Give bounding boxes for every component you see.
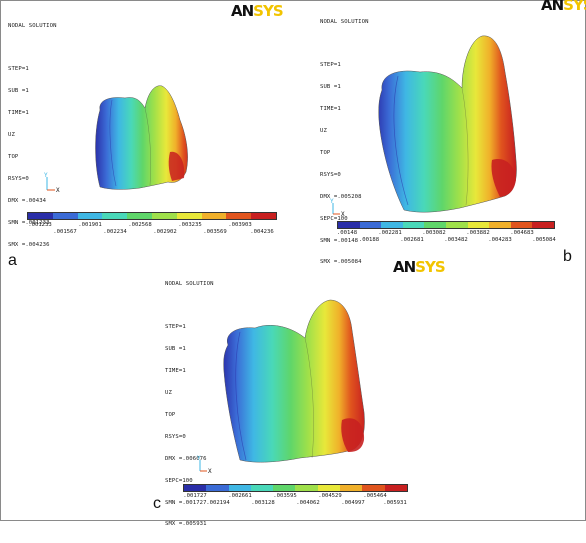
header-line: TIME=1 [8, 110, 29, 117]
tick-label: .002661 [228, 493, 252, 499]
tick-label: .003128 [251, 500, 275, 506]
tooth-model-b [378, 35, 517, 213]
header-line: NODAL SOLUTION [165, 280, 214, 287]
panel-label-a: a [8, 252, 17, 269]
tick-label: .001901 [78, 222, 102, 228]
tick-label: .003082 [422, 230, 446, 236]
tick-label: .003235 [178, 222, 202, 228]
tick-label: .002902 [153, 229, 177, 235]
tick-label: .002194 [206, 500, 230, 506]
tick-label: .003482 [444, 237, 468, 243]
panel-a-header: NODAL SOLUTION STEP=1 SUB =1 TIME=1 UZ T… [8, 8, 57, 263]
header-line: UZ [8, 132, 15, 139]
tick-label: .004283 [488, 237, 512, 243]
tooth-model-c [223, 299, 365, 463]
header-line: RSYS=0 [8, 175, 29, 182]
header-line: STEP=1 [8, 66, 29, 73]
tick-label: .003903 [228, 222, 252, 228]
header-line: NODAL SOLUTION [8, 22, 57, 29]
header-line: TOP [8, 153, 19, 160]
header-line: SUB =1 [320, 84, 341, 91]
svg-text:X: X [208, 468, 212, 475]
header-line: SUB =1 [165, 346, 186, 353]
header-line: RSYS=0 [165, 433, 186, 440]
tick-label: .004062 [296, 500, 320, 506]
tick-label: .00188 [358, 237, 380, 243]
header-line: TOP [320, 149, 331, 156]
tick-label: .002681 [400, 237, 424, 243]
header-line: TIME=1 [320, 106, 341, 113]
header-line: SMX =.005084 [320, 259, 362, 266]
tick-label: .005931 [383, 500, 407, 506]
colorbar-b [337, 221, 555, 229]
header-line: SMN =.001233 [8, 219, 50, 226]
tick-label: .003882 [466, 230, 490, 236]
tick-label: .002281 [378, 230, 402, 236]
svg-text:Y: Y [44, 172, 48, 179]
panel-label-b: b [563, 248, 572, 265]
panel-label-c: c [153, 495, 161, 512]
tick-label: .002234 [103, 229, 127, 235]
tick-label: .003569 [203, 229, 227, 235]
header-line: STEP=1 [165, 324, 186, 331]
header-line: SMX =.004236 [8, 241, 50, 248]
header-line: SUB =1 [8, 88, 29, 95]
header-line: RSYS=0 [320, 171, 341, 178]
header-line: DMX =.005208 [320, 193, 362, 200]
axis-triad-b: X Y [330, 198, 345, 218]
axis-triad-c: X Y [197, 455, 212, 475]
tick-label: .001233 [28, 222, 52, 228]
colorbar-c [183, 484, 408, 492]
tick-label: .003595 [273, 493, 297, 499]
svg-text:X: X [56, 187, 60, 194]
header-line: SMX =.005931 [165, 521, 207, 528]
header-line: SEPC=100 [165, 477, 193, 484]
tick-label: .001727 [183, 493, 207, 499]
svg-text:X: X [341, 211, 345, 218]
tick-label: .004997 [341, 500, 365, 506]
header-line: SMN =.00148 [320, 237, 359, 244]
header-line: TOP [165, 411, 176, 418]
tick-label: .004236 [250, 229, 274, 235]
tick-label: .004529 [318, 493, 342, 499]
header-line: NODAL SOLUTION [320, 18, 369, 25]
tick-label: .005464 [363, 493, 387, 499]
header-line: STEP=1 [320, 62, 341, 69]
svg-text:Y: Y [330, 198, 334, 205]
header-line: TIME=1 [165, 368, 186, 375]
ansys-logo: ANSYS [541, 0, 586, 14]
ansys-logo: ANSYS [393, 258, 446, 276]
axis-triad-a: X Y [44, 172, 60, 194]
tick-label: .004683 [510, 230, 534, 236]
ansys-logo: ANSYS [231, 2, 284, 20]
tick-label: .00148 [336, 230, 358, 236]
header-line: DMX =.00434 [8, 197, 47, 204]
header-line: SMN =.001727 [165, 499, 207, 506]
header-line: UZ [320, 128, 327, 135]
tick-label: .002568 [128, 222, 152, 228]
header-line: DMX =.006076 [165, 455, 207, 462]
tick-label: .001567 [53, 229, 77, 235]
tick-label: .005084 [532, 237, 556, 243]
colorbar-a [27, 212, 277, 220]
svg-text:Y: Y [197, 455, 201, 462]
header-line: UZ [165, 390, 172, 397]
header-line: SEPC=100 [320, 215, 348, 222]
tooth-model-a [95, 85, 188, 190]
panel-b-header: NODAL SOLUTION STEP=1 SUB =1 TIME=1 UZ T… [320, 4, 369, 281]
